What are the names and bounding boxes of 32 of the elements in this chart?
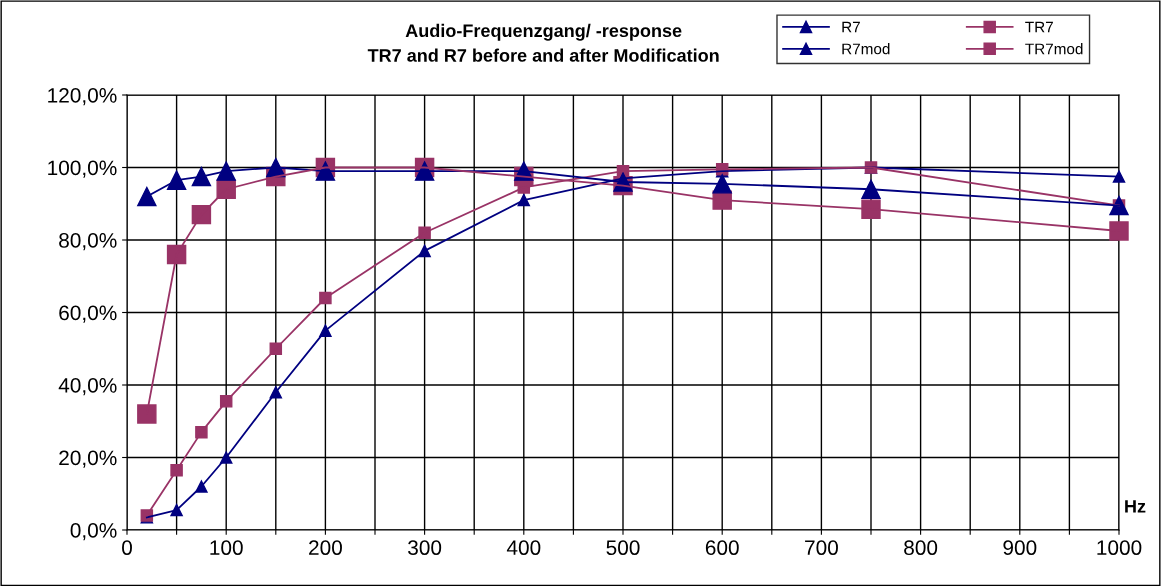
x-tick-label: 800 xyxy=(904,540,938,556)
point xyxy=(1109,221,1129,241)
x-tick-label: 900 xyxy=(1003,540,1037,556)
point xyxy=(861,199,881,219)
y-tick-label: 60,0% xyxy=(59,305,117,323)
y-tick-label: 100,0% xyxy=(48,160,117,178)
point xyxy=(166,170,187,190)
x-tick-label: 600 xyxy=(705,540,739,556)
legend-label: R7 xyxy=(842,21,860,33)
x-tick-label: 500 xyxy=(606,540,640,556)
x-axis-title: Hz xyxy=(1125,500,1146,513)
legend-label: R7mod xyxy=(842,43,890,55)
point xyxy=(216,161,236,181)
y-tick-label: 40,0% xyxy=(58,378,117,396)
point xyxy=(712,174,732,194)
y-tick-label: 120,0% xyxy=(48,88,117,106)
point xyxy=(137,404,157,424)
y-tick-label: 0,0% xyxy=(70,523,117,541)
x-tick-label: 0 xyxy=(122,540,132,556)
x-tick-label: 1000 xyxy=(1097,540,1142,556)
x-tick-label: 400 xyxy=(506,540,541,556)
x-tick-label: 300 xyxy=(408,540,442,556)
y-tick-label: 80,0% xyxy=(59,233,117,251)
x-tick-label: 700 xyxy=(805,540,838,556)
x-tick-label: 100 xyxy=(210,540,243,556)
legend-label: TR7mod xyxy=(1025,43,1083,55)
y-tick-label: 20,0% xyxy=(59,450,117,468)
point xyxy=(137,186,157,207)
legend-label: TR7 xyxy=(1025,21,1053,33)
x-tick-label: 200 xyxy=(309,540,342,556)
point xyxy=(1112,170,1126,183)
chart-title: Audio-Frequenzgang/ -response TR7 and R7 before and after Modification xyxy=(367,23,719,62)
